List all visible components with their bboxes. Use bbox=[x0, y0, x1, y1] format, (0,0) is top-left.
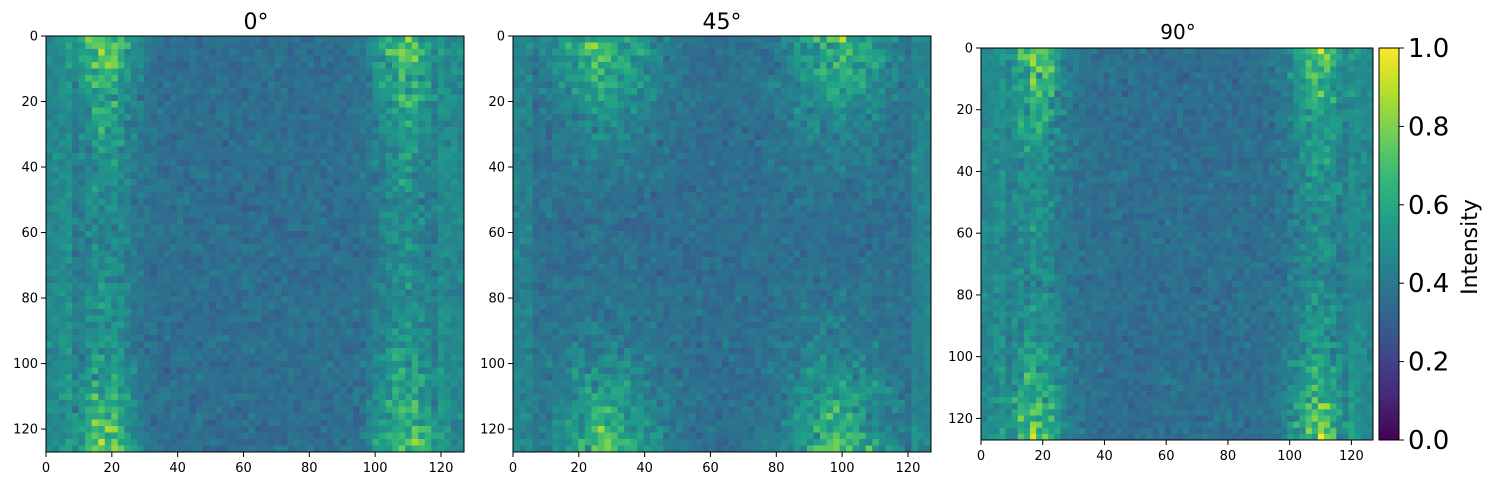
x-tick-label: 20 bbox=[104, 461, 121, 476]
panel-90deg: 90° 0 20 40 60 80 100 120 0 20 40 60 80 100 120 bbox=[948, 20, 1374, 465]
heatmap bbox=[981, 48, 1374, 441]
x-tick-label: 100 bbox=[363, 461, 388, 476]
x-tick-label: 80 bbox=[768, 461, 785, 476]
plot-frame bbox=[980, 47, 1374, 441]
x-tick-label: 60 bbox=[235, 461, 252, 476]
x-tick-label: 40 bbox=[169, 461, 186, 476]
y-tick-label: 80 bbox=[21, 292, 38, 307]
plot-frame bbox=[45, 35, 465, 453]
y-tick-label: 120 bbox=[480, 423, 505, 438]
y-tick-label: 0 bbox=[30, 30, 38, 45]
y-tick-label: 20 bbox=[21, 95, 38, 110]
y-tick-label: 80 bbox=[956, 288, 973, 303]
y-tick-label: 100 bbox=[13, 357, 38, 372]
y-tick-label: 120 bbox=[948, 412, 973, 427]
y-tick-label: 60 bbox=[488, 226, 505, 241]
x-tick-label: 120 bbox=[429, 461, 454, 476]
y-tick-label: 120 bbox=[13, 423, 38, 438]
colorbar-tick-label: 0.2 bbox=[1408, 348, 1449, 378]
x-tick-label: 20 bbox=[1034, 449, 1051, 464]
colorbar: 0.0 0.2 0.4 0.6 0.8 1.0 Intensity bbox=[1378, 34, 1483, 456]
axes: 0 20 40 60 80 100 120 0 20 40 60 80 100 120 bbox=[480, 30, 920, 477]
y-tick-label: 40 bbox=[956, 165, 973, 180]
plot-frame bbox=[512, 35, 932, 453]
y-tick-label: 40 bbox=[21, 161, 38, 176]
y-tick-label: 0 bbox=[497, 30, 505, 45]
y-tick-label: 60 bbox=[956, 227, 973, 242]
y-tick-label: 60 bbox=[21, 226, 38, 241]
x-tick-label: 60 bbox=[1158, 449, 1175, 464]
y-tick-label: 20 bbox=[956, 103, 973, 118]
panel-45deg: 45° 0 20 40 60 80 100 120 0 20 40 60 80 100 120 bbox=[480, 10, 932, 477]
colorbar-label: Intensity bbox=[1458, 199, 1483, 295]
y-tick-label: 80 bbox=[488, 292, 505, 307]
x-tick-label: 120 bbox=[1339, 449, 1364, 464]
x-tick-label: 100 bbox=[1277, 449, 1302, 464]
y-tick-label: 20 bbox=[488, 95, 505, 110]
x-tick-label: 0 bbox=[977, 449, 985, 464]
panel-title: 90° bbox=[1160, 20, 1195, 44]
y-tick-label: 0 bbox=[965, 42, 973, 57]
x-tick-label: 100 bbox=[830, 461, 855, 476]
y-tick-label: 100 bbox=[480, 357, 505, 372]
colorbar-tick-label: 1.0 bbox=[1408, 34, 1449, 64]
x-tick-label: 80 bbox=[301, 461, 318, 476]
colorbar-gradient bbox=[1378, 47, 1400, 441]
x-tick-label: 0 bbox=[42, 461, 50, 476]
x-tick-label: 80 bbox=[1220, 449, 1237, 464]
x-tick-label: 120 bbox=[896, 461, 921, 476]
colorbar-tick-label: 0.4 bbox=[1408, 269, 1449, 299]
x-tick-label: 40 bbox=[636, 461, 653, 476]
colorbar-tick-label: 0.0 bbox=[1408, 426, 1449, 456]
axes: 0 20 40 60 80 100 120 0 20 40 60 80 100 120 bbox=[13, 30, 453, 477]
colorbar-tick-label: 0.6 bbox=[1408, 191, 1449, 221]
y-tick-label: 40 bbox=[488, 161, 505, 176]
axes: 0 20 40 60 80 100 120 0 20 40 60 80 100 120 bbox=[948, 42, 1364, 465]
heatmap bbox=[46, 36, 465, 453]
colorbar-ticks: 0.0 0.2 0.4 0.6 0.8 1.0 bbox=[1399, 34, 1449, 456]
panel-title: 45° bbox=[703, 10, 742, 35]
y-tick-label: 100 bbox=[948, 350, 973, 365]
heatmap bbox=[513, 36, 932, 453]
panel-title: 0° bbox=[244, 10, 269, 35]
colorbar-tick-label: 0.8 bbox=[1408, 112, 1449, 142]
x-tick-label: 40 bbox=[1096, 449, 1113, 464]
x-tick-label: 60 bbox=[702, 461, 719, 476]
panel-0deg: 0° 0 20 40 60 80 100 120 0 20 40 60 80 100 120 bbox=[13, 10, 465, 477]
x-tick-label: 0 bbox=[509, 461, 517, 476]
x-tick-label: 20 bbox=[571, 461, 588, 476]
